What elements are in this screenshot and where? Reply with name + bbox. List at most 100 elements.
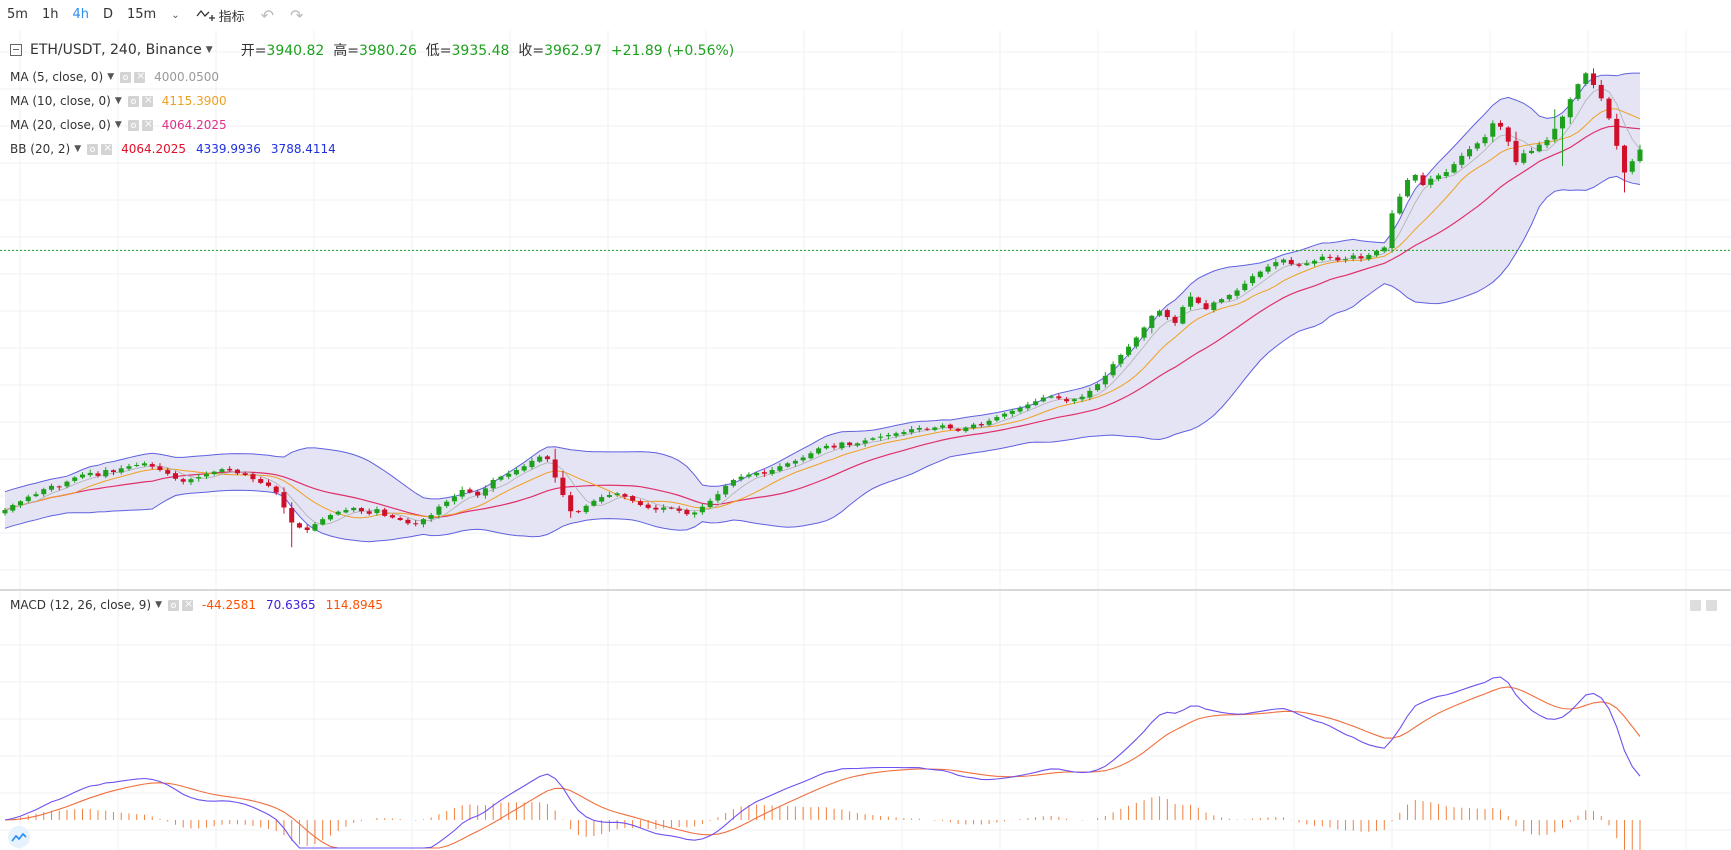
candle-body <box>265 482 271 486</box>
timeframe-15m[interactable]: 15m <box>126 7 157 22</box>
close-icon[interactable] <box>134 69 145 83</box>
timeframe-dropdown[interactable]: ⌄ <box>163 10 187 21</box>
undo-icon[interactable]: ↶ <box>260 5 275 25</box>
chevron-down-icon[interactable]: ▼ <box>74 144 82 154</box>
candle-body <box>1164 310 1170 318</box>
candle-body <box>568 495 574 512</box>
price-chart[interactable] <box>0 30 1731 850</box>
candle-body <box>95 473 101 476</box>
close-icon[interactable] <box>141 117 153 131</box>
candle-body <box>1637 149 1643 161</box>
candle-body <box>1482 137 1488 144</box>
eye-icon[interactable] <box>120 71 132 83</box>
candle-body <box>1040 397 1046 402</box>
candle-body <box>498 476 504 480</box>
candle-body <box>234 469 240 474</box>
candle-body <box>661 507 667 510</box>
close-icon[interactable] <box>182 597 193 611</box>
candle-body <box>839 442 845 449</box>
chevron-down-icon[interactable]: ▼ <box>155 600 163 610</box>
candle-body <box>211 471 217 475</box>
candle-body <box>1436 175 1442 179</box>
low-value: 3935.48 <box>451 43 510 59</box>
study-legend-ma10: MA (10, close, 0)▼ 4115.3900 <box>10 93 227 109</box>
timeframe-1h[interactable]: 1h <box>41 7 59 22</box>
pane-collapse-icon[interactable] <box>1706 600 1717 611</box>
candle-body <box>940 425 946 428</box>
eye-icon[interactable] <box>168 599 180 611</box>
candle-body <box>785 463 791 467</box>
redo-icon[interactable]: ↷ <box>290 5 304 25</box>
candle-body <box>699 506 705 513</box>
candle-body <box>862 440 868 444</box>
candle-body <box>451 496 457 502</box>
candle-body <box>1250 276 1256 284</box>
candle-body <box>312 524 318 531</box>
symbol-label: ETH/USDT, 240, Binance <box>30 42 202 58</box>
candle-body <box>296 523 302 528</box>
candle-body <box>1288 259 1294 265</box>
timeframe-d[interactable]: D <box>102 7 113 22</box>
chevron-down-icon[interactable]: ▼ <box>114 96 122 106</box>
chevron-down-icon[interactable]: ▼ <box>114 120 122 130</box>
candle-body <box>1521 153 1527 163</box>
candle-body <box>994 417 1000 421</box>
candle-body <box>653 507 659 510</box>
candle-body <box>413 523 419 525</box>
candle-body <box>1350 255 1356 259</box>
collapse-legend-icon[interactable] <box>10 44 22 56</box>
eye-icon[interactable] <box>127 119 139 131</box>
candle-body <box>165 470 171 474</box>
candle-body <box>1133 337 1139 347</box>
candle-body <box>459 490 465 497</box>
study-legend-bb: BB (20, 2)▼ 4064.2025 4339.9936 3788.411… <box>10 141 336 157</box>
candle-body <box>64 481 70 487</box>
close-icon[interactable] <box>101 141 112 155</box>
candle-body <box>374 509 380 514</box>
candle-body <box>1095 384 1101 391</box>
ohlc-values: 开=3940.82 高=3980.26 低=3935.48 收=3962.97 … <box>240 43 735 59</box>
candle-body <box>1226 295 1232 300</box>
candle-body <box>141 463 147 466</box>
candle-body <box>242 473 248 475</box>
candle-body <box>1374 250 1380 256</box>
candle-body <box>606 495 612 497</box>
indicators-button[interactable]: 指标 <box>188 6 253 25</box>
candle-body <box>1079 396 1085 400</box>
eye-icon[interactable] <box>127 95 139 107</box>
candle-body <box>885 435 891 437</box>
timeframe-5m[interactable]: 5m <box>7 7 28 22</box>
chevron-down-icon[interactable]: ▼ <box>205 45 213 55</box>
candle-body <box>637 501 643 505</box>
close-icon[interactable] <box>141 93 153 107</box>
candle-body <box>41 489 47 495</box>
candle-body <box>924 428 930 430</box>
candle-body <box>196 477 202 479</box>
candle-body <box>1312 260 1318 264</box>
timeframe-4h[interactable]: 4h <box>72 7 89 22</box>
candle-body <box>1474 143 1480 149</box>
chevron-down-icon[interactable]: ▼ <box>107 72 115 82</box>
candle-body <box>544 456 550 460</box>
pane-maximize-icon[interactable] <box>1690 600 1701 611</box>
candle-body <box>1257 271 1263 278</box>
candle-body <box>947 424 953 429</box>
candle-body <box>529 460 535 468</box>
candle-body <box>320 519 326 525</box>
candle-body <box>180 479 186 482</box>
study-legend-ma20: MA (20, close, 0)▼ 4064.2025 <box>10 117 227 133</box>
eye-icon[interactable] <box>87 143 99 155</box>
candle-body <box>1056 396 1062 399</box>
candle-body <box>1405 180 1411 197</box>
main-legend: ETH/USDT, 240, Binance ▼ 开=3940.82 高=398… <box>10 40 734 60</box>
candle-body <box>1281 259 1287 263</box>
candle-body <box>870 438 876 440</box>
logo-icon <box>8 826 30 848</box>
candle-body <box>1567 99 1573 118</box>
candle-body <box>1490 123 1496 137</box>
candle-body <box>1451 164 1457 173</box>
candle-body <box>1443 172 1449 177</box>
candle-body <box>389 515 395 518</box>
candle-body <box>1126 346 1132 355</box>
candle-body <box>281 492 287 508</box>
